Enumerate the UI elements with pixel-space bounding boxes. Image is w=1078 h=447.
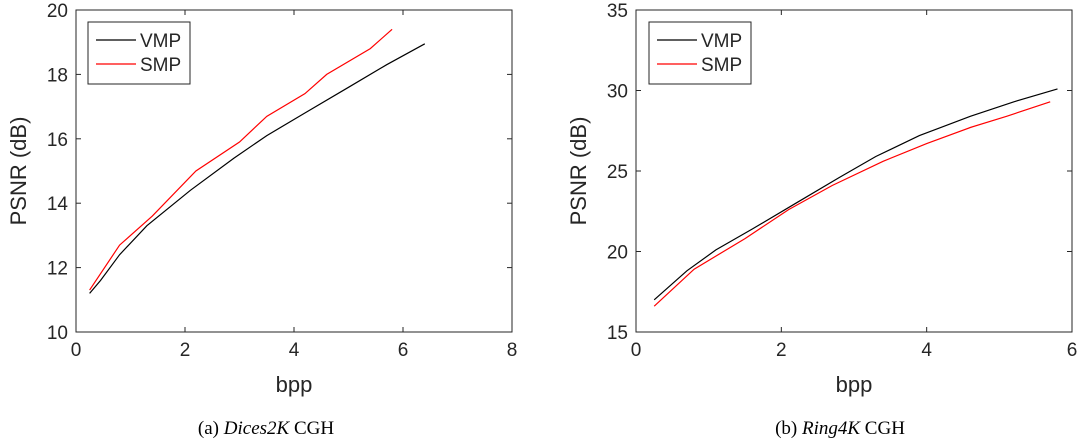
series-line-smp bbox=[653, 101, 1051, 307]
y-tick-label: 20 bbox=[607, 243, 628, 264]
y-tick-label: 25 bbox=[607, 162, 628, 183]
y-tick-label: 30 bbox=[607, 82, 628, 103]
legend: VMP SMP bbox=[648, 21, 752, 85]
legend-label-smp: SMP bbox=[140, 55, 181, 76]
x-tick-label: 2 bbox=[180, 340, 191, 361]
y-tick-label: 10 bbox=[47, 323, 68, 344]
y-tick-label: 14 bbox=[47, 194, 69, 215]
chart-right: 0 2 4 6 15 20 25 30 35 bpp PSNR (dB) VMP SMP (b) Ring… bbox=[566, 1, 1077, 439]
x-axis-label: bpp bbox=[836, 372, 873, 397]
y-tick-label: 18 bbox=[47, 65, 68, 86]
chart-left: 0 2 4 6 8 10 12 14 16 18 20 bpp PSNR (dB) VMP SMP (a) D… bbox=[6, 1, 517, 439]
y-tick-label: 12 bbox=[47, 259, 68, 280]
series-line-vmp bbox=[653, 88, 1058, 301]
x-tick-label: 0 bbox=[631, 340, 642, 361]
legend-label-vmp: VMP bbox=[701, 31, 742, 52]
legend-box bbox=[87, 21, 191, 85]
y-axis-label: PSNR (dB) bbox=[566, 117, 591, 226]
x-axis-label: bpp bbox=[276, 372, 313, 397]
y-tick-label: 20 bbox=[47, 1, 68, 22]
legend-box bbox=[648, 21, 752, 85]
y-tick-label: 35 bbox=[607, 1, 628, 22]
x-tick-label: 6 bbox=[1067, 340, 1078, 361]
series-line-vmp bbox=[89, 43, 426, 294]
y-axis-label: PSNR (dB) bbox=[6, 117, 31, 226]
legend: VMP SMP bbox=[87, 21, 191, 85]
x-tick-label: 2 bbox=[776, 340, 787, 361]
x-tick-label: 0 bbox=[71, 340, 82, 361]
x-tick-label: 4 bbox=[921, 340, 932, 361]
x-tick-label: 4 bbox=[289, 340, 300, 361]
y-tick-label: 15 bbox=[607, 323, 628, 344]
x-tick-label: 6 bbox=[398, 340, 409, 361]
series-line-smp bbox=[89, 28, 393, 291]
figure-caption: (b) Ring4K CGH bbox=[775, 418, 905, 439]
figure-caption: (a) Dices2K CGH bbox=[198, 418, 334, 439]
x-tick-label: 8 bbox=[507, 340, 518, 361]
legend-label-vmp: VMP bbox=[140, 31, 181, 52]
y-tick-label: 16 bbox=[47, 130, 68, 151]
legend-label-smp: SMP bbox=[701, 55, 742, 76]
